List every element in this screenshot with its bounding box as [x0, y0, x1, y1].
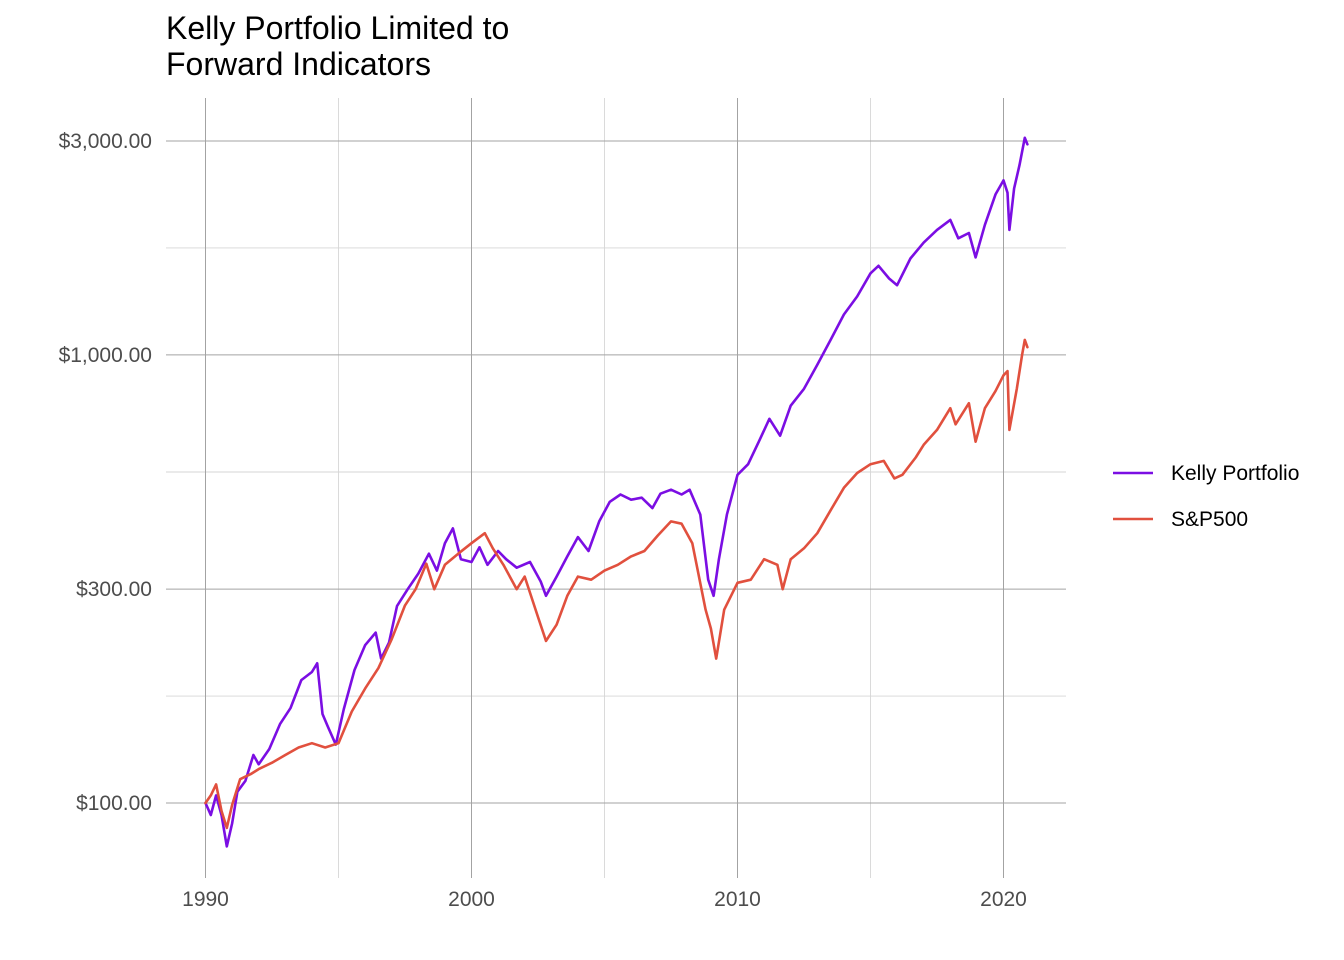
- legend-label-kelly-portfolio: Kelly Portfolio: [1171, 462, 1299, 485]
- y-axis-tick-labels: $100.00 $300.00 $1,000.00 $3,000.00: [59, 130, 152, 815]
- x-tick-label: 2010: [714, 888, 761, 911]
- major-gridlines: [166, 98, 1066, 878]
- chart-title: Kelly Portfolio Limited to Forward Indic…: [166, 10, 510, 82]
- y-tick-label: $1,000.00: [59, 344, 152, 367]
- x-axis-tick-labels: 1990 2000 2010 2020: [182, 888, 1027, 911]
- series-line-sp500: [204, 338, 1029, 830]
- x-tick-label: 2000: [448, 888, 495, 911]
- y-tick-label: $300.00: [76, 578, 152, 601]
- legend: Kelly Portfolio S&P500: [1113, 462, 1299, 531]
- y-tick-label: $100.00: [76, 792, 152, 815]
- minor-gridlines: [166, 98, 1066, 878]
- series-lines: [204, 136, 1029, 848]
- series-line-kelly-portfolio: [204, 136, 1029, 848]
- legend-label-sp500: S&P500: [1171, 508, 1248, 531]
- x-tick-label: 1990: [182, 888, 229, 911]
- x-tick-label: 2020: [980, 888, 1027, 911]
- y-tick-label: $3,000.00: [59, 130, 152, 153]
